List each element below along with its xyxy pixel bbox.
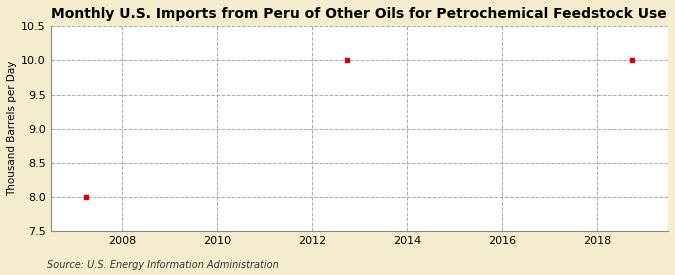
Point [81,195,92,199]
Y-axis label: Thousand Barrels per Day: Thousand Barrels per Day [7,61,17,196]
Point [342,58,353,63]
Text: Source: U.S. Energy Information Administration: Source: U.S. Energy Information Administ… [47,260,279,270]
Point [627,58,638,63]
Title: Monthly U.S. Imports from Peru of Other Oils for Petrochemical Feedstock Use: Monthly U.S. Imports from Peru of Other … [51,7,667,21]
